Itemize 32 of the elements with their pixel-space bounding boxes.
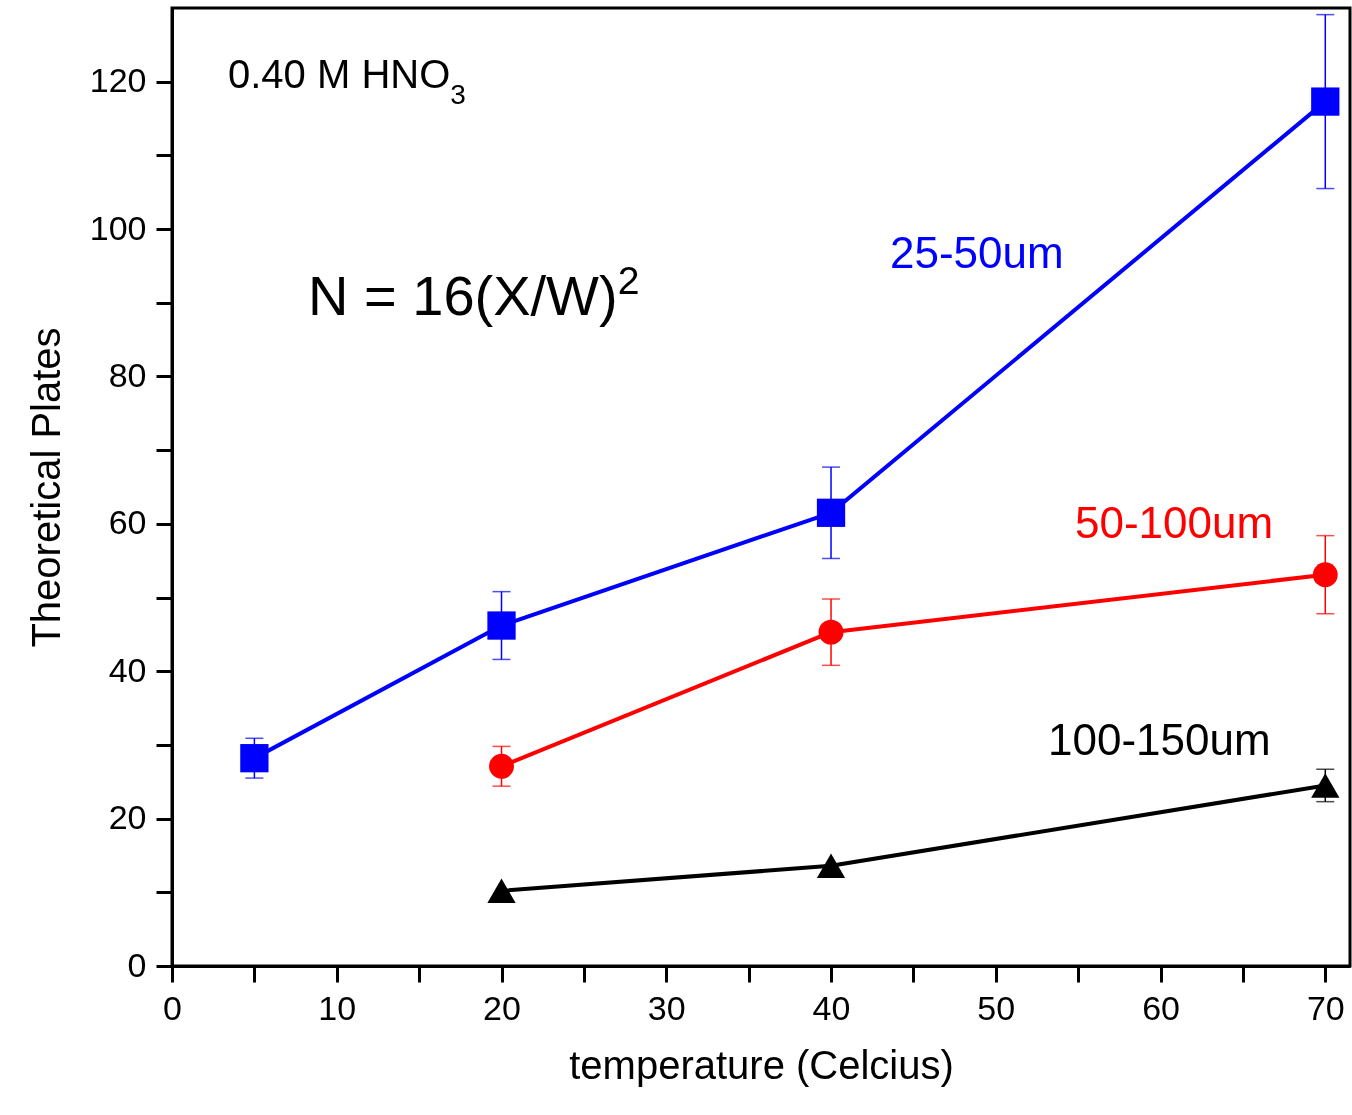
point	[487, 611, 516, 640]
point	[818, 619, 844, 645]
point	[1311, 773, 1340, 798]
y-tick-label: 100	[89, 208, 147, 247]
point	[1311, 87, 1340, 116]
y-tick-label: 0	[127, 945, 147, 984]
x-tick-label: 30	[647, 988, 686, 1027]
x-tick-label: 0	[163, 988, 182, 1027]
point	[240, 744, 269, 773]
x-tick-label: 60	[1142, 988, 1180, 1027]
point	[487, 878, 516, 904]
y-tick-label: 20	[108, 798, 147, 837]
point	[816, 853, 846, 879]
point	[489, 753, 514, 779]
y-tick-label: 80	[108, 355, 147, 394]
x-tick-label: 50	[977, 988, 1016, 1027]
series-label: 50-100um	[1075, 498, 1274, 547]
x-axis-title: temperature (Celcius)	[569, 1042, 954, 1087]
y-tick-label: 120	[89, 61, 147, 100]
x-tick-label: 10	[318, 988, 357, 1027]
point	[816, 498, 846, 527]
x-tick-label: 40	[812, 988, 851, 1027]
y-axis-title: Theoretical Plates	[23, 327, 68, 648]
series-label: 100-150um	[1048, 715, 1271, 764]
annotation: 0.40 M HNO$_{3}$	[228, 52, 466, 110]
series-label: 25-50um	[890, 228, 1064, 277]
point	[1312, 562, 1338, 588]
x-tick-label: 70	[1306, 988, 1345, 1027]
y-tick-label: 40	[108, 650, 147, 689]
annotation: N = 16(X/W)$^{2}$	[308, 258, 640, 327]
y-tick-label: 60	[108, 503, 147, 542]
x-tick-label: 20	[483, 988, 521, 1027]
